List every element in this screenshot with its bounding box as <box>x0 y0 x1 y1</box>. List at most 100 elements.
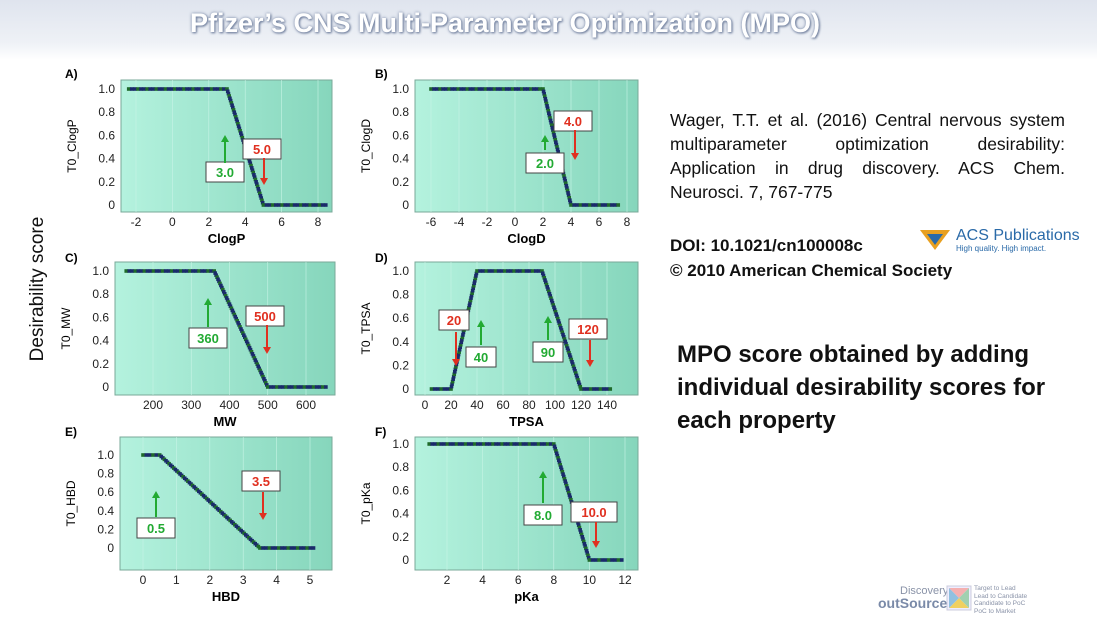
panel-label: E) <box>65 425 77 439</box>
data-point <box>277 546 281 550</box>
data-point <box>537 269 541 273</box>
data-point <box>278 385 282 389</box>
data-point <box>429 387 434 391</box>
data-point <box>139 87 143 91</box>
data-point <box>126 87 131 91</box>
data-point <box>261 374 265 379</box>
data-point <box>544 99 548 103</box>
x-tick-label: -2 <box>482 215 493 229</box>
x-tick-label: 140 <box>597 398 617 412</box>
y-tick-label: 0.4 <box>92 334 109 348</box>
data-point <box>527 269 532 273</box>
data-point <box>471 87 476 91</box>
acs-tagline: High quality. High impact. <box>956 244 1047 253</box>
x-tick-label: 6 <box>278 215 285 229</box>
data-point <box>474 274 478 278</box>
data-point <box>231 310 236 315</box>
data-point <box>264 383 269 387</box>
data-point <box>527 442 532 446</box>
data-point <box>175 269 180 273</box>
data-point <box>554 142 559 147</box>
data-point <box>221 289 226 294</box>
data-point <box>427 442 431 446</box>
data-point <box>533 442 538 446</box>
x-tick-label: 120 <box>571 398 591 412</box>
data-point <box>547 113 552 118</box>
data-point <box>563 339 568 344</box>
x-tick-label: 0 <box>512 215 519 229</box>
data-point <box>594 203 598 207</box>
data-point <box>447 87 451 91</box>
data-point <box>450 382 454 386</box>
data-point <box>567 353 572 357</box>
data-point <box>275 385 279 389</box>
data-point <box>314 385 319 389</box>
data-point <box>289 203 294 207</box>
data-point <box>308 385 313 389</box>
data-point <box>542 442 547 446</box>
data-point <box>548 116 552 120</box>
chart-hbd: E) 0 1 2 3 4 5 0 0.2 0.4 0.6 0.8 1.0 HBD T0_HBD 0.5 3.5 <box>64 425 333 604</box>
data-point <box>550 300 555 305</box>
data-point <box>176 87 180 91</box>
data-point <box>552 444 557 449</box>
data-point <box>565 188 570 193</box>
x-axis-label: ClogD <box>507 231 545 246</box>
data-point <box>451 374 456 379</box>
data-point <box>581 539 586 544</box>
data-point <box>578 528 582 532</box>
logo-mark-icon <box>946 585 972 611</box>
annotation-label: 5.0 <box>253 142 271 157</box>
data-point <box>232 110 237 114</box>
data-point <box>555 453 560 458</box>
data-point <box>188 87 192 91</box>
data-point <box>532 87 536 91</box>
data-point <box>247 159 252 163</box>
data-point <box>209 87 214 91</box>
data-point <box>302 546 306 550</box>
data-point <box>256 186 261 191</box>
data-point <box>200 269 204 273</box>
data-point <box>553 446 558 451</box>
data-point <box>458 345 463 350</box>
data-point <box>456 352 461 357</box>
data-point <box>546 287 550 291</box>
data-point <box>470 288 475 293</box>
data-point <box>547 291 552 296</box>
data-point <box>439 387 444 391</box>
arrowhead-icon <box>477 320 485 327</box>
chart-clogp: A) -2 0 2 4 6 8 0 0.2 0.4 0.6 0.8 1.0 ClogP T0_ClogP 3.… <box>65 67 333 246</box>
data-point <box>238 128 242 133</box>
data-point <box>299 546 303 550</box>
data-point <box>151 87 156 91</box>
data-point <box>584 203 589 207</box>
x-tick-label: 80 <box>522 398 536 412</box>
data-point <box>565 186 569 190</box>
data-point <box>448 442 453 446</box>
data-point <box>252 356 257 360</box>
arrowhead-icon <box>152 491 160 498</box>
arrowhead-icon <box>452 359 460 366</box>
data-point <box>257 366 261 371</box>
data-point <box>556 458 561 463</box>
data-point <box>477 87 482 91</box>
data-point <box>258 546 262 550</box>
data-point <box>548 294 553 298</box>
data-point <box>289 546 294 550</box>
data-point <box>568 495 572 500</box>
data-point <box>579 387 583 391</box>
annotation-label: 500 <box>254 309 276 324</box>
data-point <box>491 442 495 446</box>
data-point <box>432 87 436 91</box>
data-point <box>476 442 480 446</box>
data-point <box>235 119 239 124</box>
y-tick-label: 0 <box>102 380 109 394</box>
x-tick-label: 6 <box>515 573 522 587</box>
x-tick-label: 20 <box>444 398 458 412</box>
data-point <box>469 293 474 298</box>
discovery-outsource-logo: Discovery™ outSource Target to Lead Lead… <box>878 585 1078 615</box>
x-axis-label: MW <box>213 414 237 429</box>
data-point <box>172 87 177 91</box>
annotation-label: 2.0 <box>536 156 554 171</box>
y-tick-label: 0 <box>402 198 409 212</box>
